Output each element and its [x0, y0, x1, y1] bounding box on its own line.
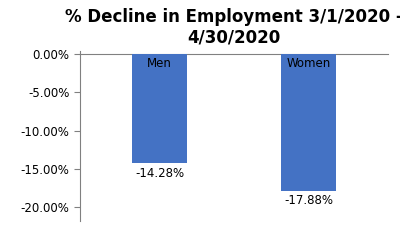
Text: Women: Women [286, 57, 331, 70]
Text: -14.28%: -14.28% [135, 167, 184, 180]
Bar [281, 54, 336, 191]
Bar [132, 54, 187, 164]
Text: -17.88%: -17.88% [284, 194, 333, 207]
Title: % Decline in Employment 3/1/2020 -
4/30/2020: % Decline in Employment 3/1/2020 - 4/30/… [65, 8, 400, 47]
Text: Men: Men [147, 57, 172, 70]
